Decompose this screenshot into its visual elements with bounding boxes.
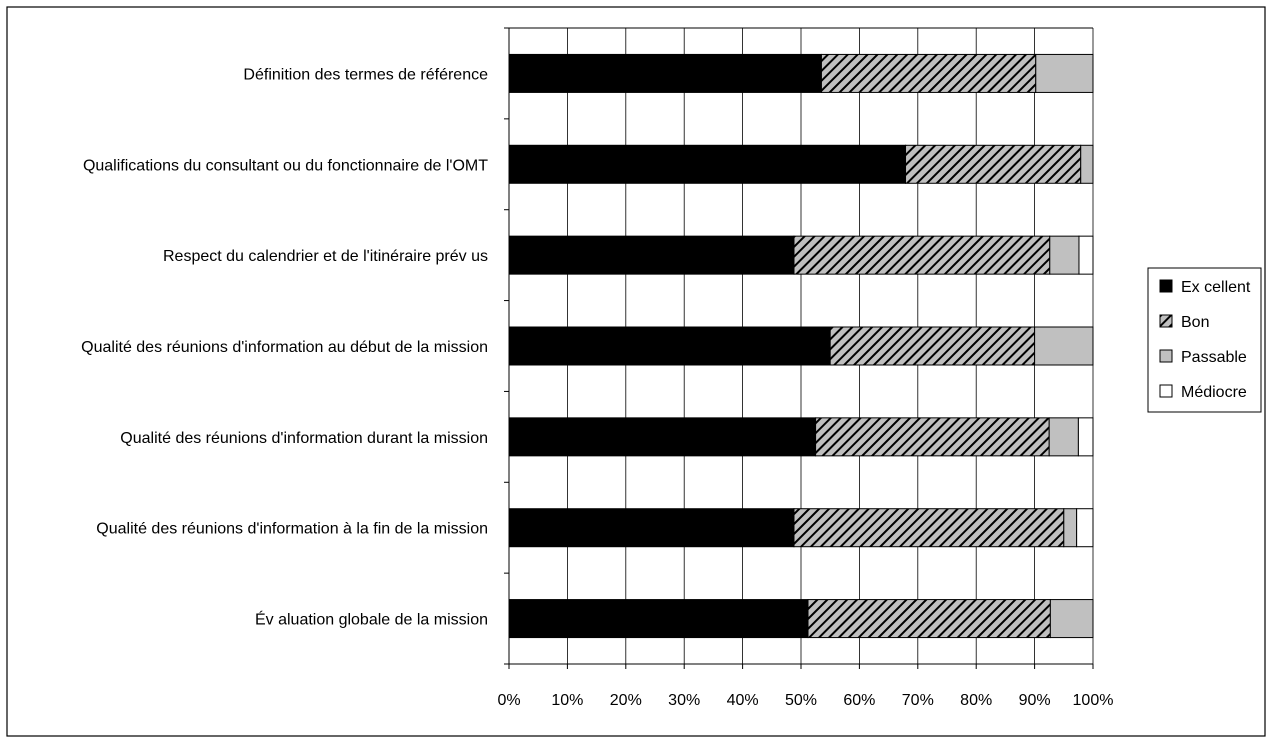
- category-label: Qualité des réunions d'information à la …: [96, 521, 488, 538]
- bar-segment-excellent: [508, 53, 822, 93]
- legend-label: Passable: [1181, 349, 1247, 366]
- legend-label: Bon: [1181, 314, 1209, 331]
- category-label: Év aluation globale de la mission: [255, 610, 488, 629]
- category-labels: Définition des termes de référence Qualif…: [81, 66, 488, 628]
- bar-segment-excellent: [508, 144, 907, 184]
- legend: Ex cellent Bon Passable Médiocre: [1147, 267, 1262, 413]
- bar-segment-bon: [829, 326, 1036, 366]
- bar-segment-passable: [1035, 53, 1094, 93]
- bar-segment-passable: [1048, 417, 1079, 457]
- x-tick-label: 90%: [1019, 692, 1051, 709]
- category-label: Respect du calendrier et de l'itinéraire…: [163, 248, 488, 265]
- axes: [504, 27, 1094, 669]
- bar-segment-excellent: [508, 326, 831, 366]
- legend-label: Médiocre: [1181, 384, 1247, 401]
- x-tick-label: 10%: [551, 692, 583, 709]
- bar-segment-excellent: [508, 508, 795, 548]
- bar-segment-passable: [1080, 144, 1094, 184]
- x-tick-label: 70%: [902, 692, 934, 709]
- bar-segment-passable: [1034, 326, 1094, 366]
- bar-segment-bon: [905, 144, 1082, 184]
- x-tick-label: 50%: [785, 692, 817, 709]
- legend-swatch: [1159, 384, 1173, 398]
- bars: [508, 53, 1094, 639]
- x-tick-label: 80%: [960, 692, 992, 709]
- legend-swatch: [1159, 349, 1173, 363]
- category-label: Qualité des réunions d'information au dé…: [81, 339, 488, 356]
- category-label: Qualifications du consultant ou du fonct…: [83, 157, 488, 174]
- x-tick-label: 40%: [727, 692, 759, 709]
- category-label: Définition des termes de référence: [243, 66, 488, 83]
- x-tick-label: 20%: [610, 692, 642, 709]
- bar-segment-médiocre: [1078, 235, 1094, 275]
- legend-swatch: [1159, 314, 1173, 328]
- bar-segment-bon: [793, 235, 1051, 275]
- bar-segment-excellent: [508, 417, 817, 457]
- bar-segment-passable: [1063, 508, 1078, 548]
- x-tick-label: 30%: [668, 692, 700, 709]
- bar-segment-excellent: [508, 235, 795, 275]
- bar-segment-médiocre: [1077, 417, 1094, 457]
- category-label: Qualité des réunions d'information duran…: [120, 430, 488, 447]
- bar-segment-bon: [815, 417, 1050, 457]
- bar-segment-bon: [807, 599, 1051, 639]
- x-tick-label: 100%: [1073, 692, 1114, 709]
- bar-segment-excellent: [508, 599, 809, 639]
- bar-segment-passable: [1049, 599, 1094, 639]
- x-tick-labels: 0% 10% 20% 30% 40% 50% 60% 70% 80% 90% 100%: [497, 692, 1113, 709]
- legend-label: Ex cellent: [1181, 279, 1251, 296]
- x-tick-label: 0%: [497, 692, 520, 709]
- bar-segment-bon: [820, 53, 1037, 93]
- bar-segment-bon: [793, 508, 1065, 548]
- x-tick-label: 60%: [843, 692, 875, 709]
- legend-swatch: [1159, 279, 1173, 293]
- bar-segment-passable: [1049, 235, 1080, 275]
- bar-segment-médiocre: [1076, 508, 1094, 548]
